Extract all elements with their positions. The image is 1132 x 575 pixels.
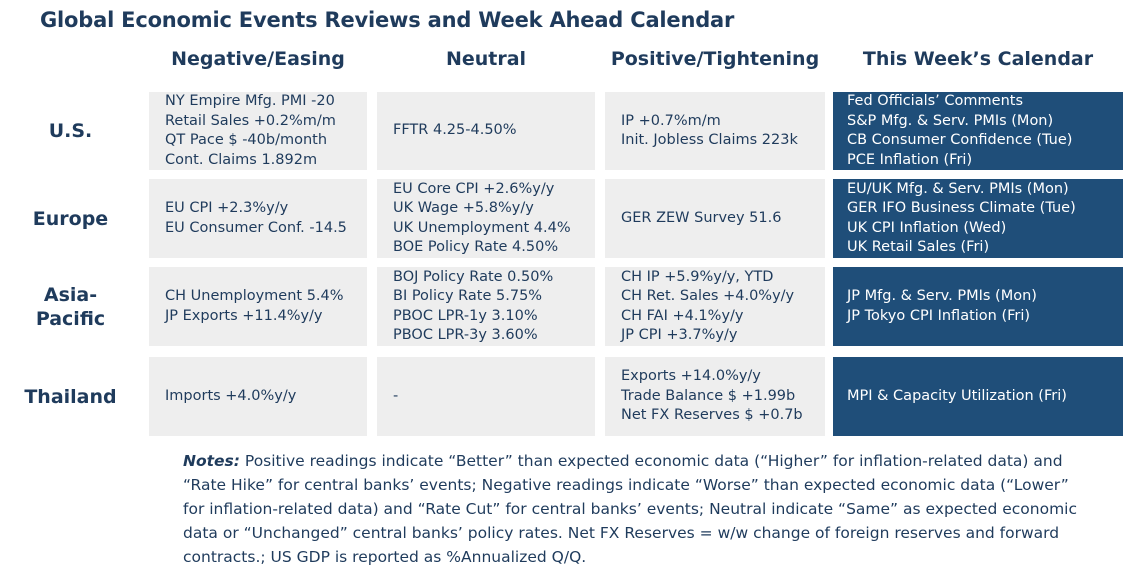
us-negative-item: Retail Sales +0.2%m/m [165, 112, 336, 129]
column-header-neutral: Neutral [445, 48, 527, 70]
us-positive-cell: IP +0.7%m/m Init. Jobless Claims 223k [605, 92, 825, 170]
asia-positive-item: CH FAI +4.1%y/y [621, 307, 744, 324]
us-negative-item: Cont. Claims 1.892m [165, 151, 318, 168]
us-positive-item: IP +0.7%m/m [621, 112, 721, 129]
row-label-us: U.S. [48, 120, 93, 142]
thailand-negative-item: Imports +4.0%y/y [165, 387, 297, 404]
thailand-calendar-item: MPI & Capacity Utilization (Fri) [847, 387, 1067, 404]
row-label-thailand: Thailand [24, 385, 117, 408]
thailand-positive-cell: Exports +14.0%y/y Trade Balance $ +1.99b… [605, 357, 825, 436]
us-negative-item: NY Empire Mfg. PMI -20 [165, 93, 335, 109]
europe-neutral-cell: EU Core CPI +2.6%y/y UK Wage +5.8%y/y UK… [377, 179, 595, 258]
us-negative-item: QT Pace $ -40b/month [165, 132, 328, 148]
thailand-positive-item: Net FX Reserves $ +0.7b [621, 407, 803, 424]
row-label-europe: Europe [32, 207, 109, 230]
us-calendar-item: Fed Officials’ Comments [847, 93, 1023, 109]
europe-neutral-item: BOE Policy Rate 4.50% [393, 239, 559, 255]
asia-calendar-item: JP Tokyo CPI Inflation (Fri) [847, 307, 1031, 324]
europe-calendar-cell: EU/UK Mfg. & Serv. PMIs (Mon) GER IFO Bu… [833, 179, 1123, 258]
thailand-negative-cell: Imports +4.0%y/y [149, 357, 367, 436]
europe-neutral-item: UK Unemployment 4.4% [393, 219, 571, 236]
europe-neutral-item: UK Wage +5.8%y/y [393, 200, 534, 216]
thailand-calendar-cell: MPI & Capacity Utilization (Fri) [833, 357, 1123, 436]
column-header-negative: Negative/Easing [171, 48, 345, 70]
asia-negative-cell: CH Unemployment 5.4% JP Exports +11.4%y/… [149, 267, 367, 346]
europe-negative-cell: EU CPI +2.3%y/y EU Consumer Conf. -14.5 [149, 179, 367, 258]
europe-negative-item: EU Consumer Conf. -14.5 [165, 219, 347, 236]
asia-neutral-item: PBOC LPR-3y 3.60% [393, 327, 538, 343]
us-calendar-item: CB Consumer Confidence (Tue) [847, 132, 1073, 148]
europe-calendar-item: UK Retail Sales (Fri) [847, 239, 990, 255]
row-label-asia-pacific: Asia- Pacific [8, 267, 133, 346]
asia-neutral-item: BOJ Policy Rate 0.50% [393, 268, 554, 285]
thailand-neutral-cell: - [377, 357, 595, 436]
thailand-positive-item: Trade Balance $ +1.99b [621, 387, 796, 404]
asia-neutral-item: BI Policy Rate 5.75% [393, 288, 543, 304]
column-header-calendar: This Week’s Calendar [862, 48, 1094, 70]
notes-paragraph: Notes: Positive readings indicate “Bette… [183, 449, 1083, 569]
europe-neutral-item: EU Core CPI +2.6%y/y [393, 180, 555, 197]
asia-positive-item: CH Ret. Sales +4.0%y/y [621, 288, 795, 304]
row-label-asia-pacific-line: Pacific [35, 307, 106, 330]
asia-positive-cell: CH IP +5.9%y/y, YTD CH Ret. Sales +4.0%y… [605, 267, 825, 346]
us-positive-item: Init. Jobless Claims 223k [621, 132, 798, 148]
asia-neutral-item: PBOC LPR-1y 3.10% [393, 307, 538, 324]
asia-neutral-cell: BOJ Policy Rate 0.50% BI Policy Rate 5.7… [377, 267, 595, 346]
thailand-neutral-item: - [393, 387, 399, 404]
us-calendar-item: S&P Mfg. & Serv. PMIs (Mon) [847, 112, 1054, 129]
europe-calendar-item: EU/UK Mfg. & Serv. PMIs (Mon) [847, 180, 1069, 197]
asia-positive-item: CH IP +5.9%y/y, YTD [621, 268, 774, 285]
asia-calendar-item: JP Mfg. & Serv. PMIs (Mon) [847, 288, 1037, 304]
europe-calendar-item: UK CPI Inflation (Wed) [847, 219, 1007, 236]
row-label-asia-pacific-line: Asia- [43, 283, 98, 306]
page-title: Global Economic Events Reviews and Week … [40, 8, 735, 32]
column-header-positive: Positive/Tightening [610, 48, 820, 70]
us-calendar-cell: Fed Officials’ Comments S&P Mfg. & Serv.… [833, 92, 1123, 170]
us-calendar-item: PCE Inflation (Fri) [847, 151, 973, 168]
asia-negative-item: CH Unemployment 5.4% [165, 288, 344, 304]
asia-calendar-cell: JP Mfg. & Serv. PMIs (Mon) JP Tokyo CPI … [833, 267, 1123, 346]
europe-positive-item: GER ZEW Survey 51.6 [621, 209, 782, 226]
europe-calendar-item: GER IFO Business Climate (Tue) [847, 200, 1076, 216]
europe-positive-cell: GER ZEW Survey 51.6 [605, 179, 825, 258]
us-neutral-cell: FFTR 4.25-4.50% [377, 92, 595, 170]
asia-positive-item: JP CPI +3.7%y/y [621, 327, 738, 343]
europe-negative-item: EU CPI +2.3%y/y [165, 200, 289, 216]
us-neutral-item: FFTR 4.25-4.50% [393, 122, 517, 139]
notes-text: Positive readings indicate “Better” than… [183, 452, 1078, 566]
notes-label: Notes: [183, 452, 240, 470]
asia-negative-item: JP Exports +11.4%y/y [165, 307, 323, 324]
thailand-positive-item: Exports +14.0%y/y [621, 368, 761, 385]
us-negative-cell: NY Empire Mfg. PMI -20 Retail Sales +0.2… [149, 92, 367, 170]
